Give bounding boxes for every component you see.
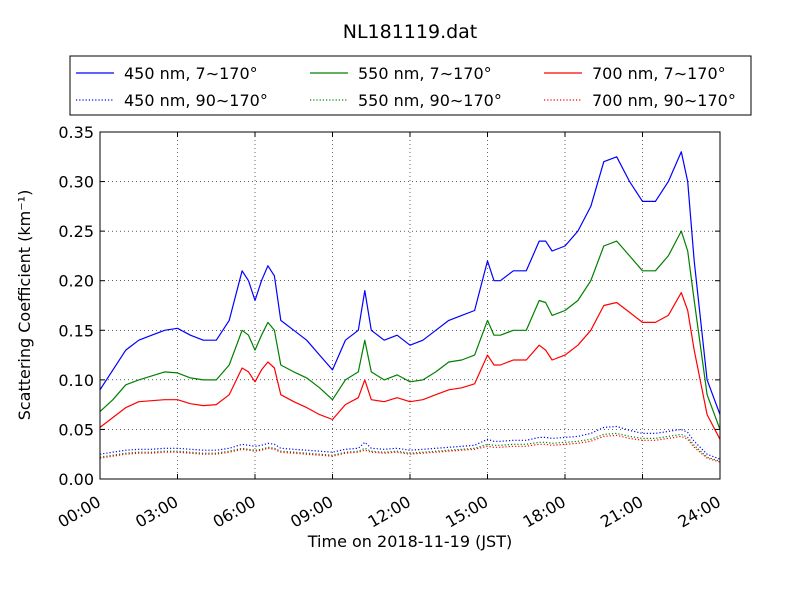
y-tick-label: 0.15 — [58, 321, 94, 340]
y-tick-label: 0.30 — [58, 173, 94, 192]
y-tick-label: 0.20 — [58, 272, 94, 291]
x-axis-label: Time on 2018-11-19 (JST) — [307, 532, 512, 551]
series-line-4 — [99, 292, 721, 440]
legend-label-2: 550 nm, 7∼170° — [358, 64, 492, 83]
legend: 450 nm, 7∼170° 450 nm, 90∼170° 550 nm, 7∼1… — [69, 55, 752, 116]
y-tick-label: 0.25 — [58, 222, 94, 241]
legend-label-4: 700 nm, 7∼170° — [592, 64, 726, 83]
y-tick-label: 0.35 — [58, 123, 94, 142]
series-line-0 — [99, 151, 721, 415]
series-line-2 — [99, 230, 721, 430]
legend-label-0: 450 nm, 7∼170° — [124, 64, 258, 83]
series-line-3 — [99, 432, 721, 462]
y-axis-label: Scattering Coefficient (km⁻¹) — [15, 190, 34, 421]
legend-label-1: 450 nm, 90∼170° — [124, 91, 268, 110]
legend-box — [69, 55, 752, 116]
legend-label-3: 550 nm, 90∼170° — [358, 91, 502, 110]
chart-title: NL181119.dat — [343, 21, 478, 43]
series-line-1 — [99, 425, 721, 460]
series-line-5 — [99, 434, 721, 463]
y-tick-label: 0.00 — [58, 470, 94, 489]
y-tick-label: 0.05 — [58, 420, 94, 439]
series-layer — [99, 151, 721, 463]
grid — [100, 132, 720, 479]
y-tick-label: 0.10 — [58, 371, 94, 390]
legend-label-5: 700 nm, 90∼170° — [592, 91, 736, 110]
